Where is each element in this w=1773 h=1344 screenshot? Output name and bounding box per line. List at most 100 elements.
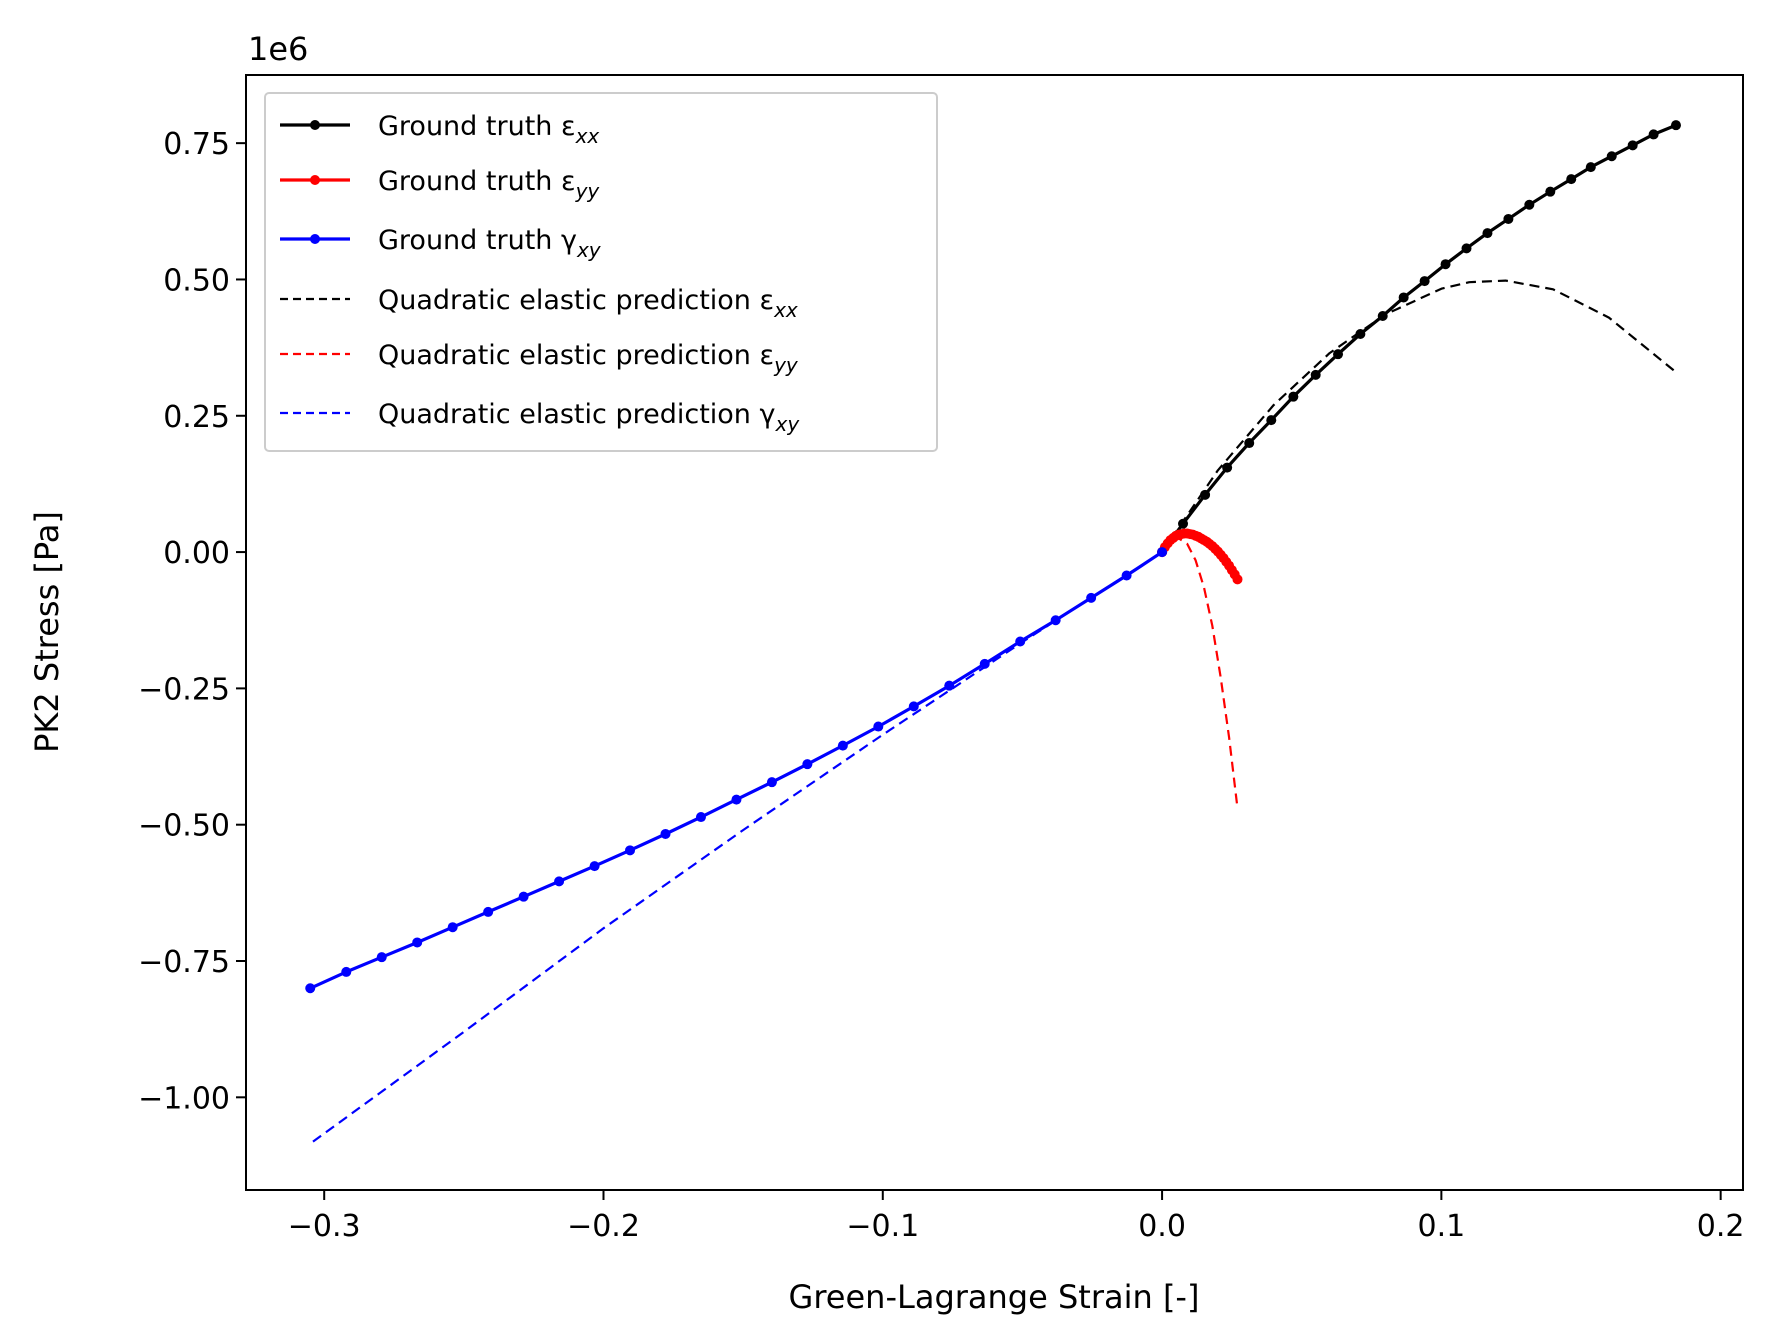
data-point: [1232, 574, 1243, 585]
legend-label-subscript: yy: [773, 353, 799, 377]
data-point: [1503, 213, 1514, 224]
data-point: [766, 777, 777, 788]
data-point: [1310, 369, 1321, 380]
legend-label-main: Ground truth γ: [378, 225, 577, 256]
data-point: [1355, 328, 1366, 339]
data-point: [979, 658, 990, 669]
data-point: [944, 680, 955, 691]
legend-marker: [310, 175, 320, 185]
legend-item: Ground truth γxy: [280, 225, 602, 262]
ticks-layer: −0.3 −0.2 −0.1 0.0 0.1 0.2 0.75 0.50 0.25 0.00 −0.…: [138, 127, 1744, 1244]
data-point: [695, 812, 706, 823]
y-tick-label: −1.00: [138, 1081, 230, 1116]
data-point: [1121, 570, 1132, 581]
data-point: [625, 845, 636, 856]
data-point: [341, 966, 352, 977]
legend-label-main: Ground truth ε: [378, 166, 576, 197]
y-tick-label: −0.25: [138, 672, 230, 707]
data-point: [1585, 162, 1596, 173]
series-line: [1161, 279, 1677, 553]
data-point: [1288, 391, 1299, 402]
x-tick-label: −0.2: [567, 1209, 640, 1244]
data-point: [447, 922, 458, 933]
data-point: [554, 876, 565, 887]
x-tick-label: −0.3: [288, 1209, 361, 1244]
data-point: [908, 701, 919, 712]
data-point: [1524, 199, 1535, 210]
data-point: [1398, 292, 1409, 303]
legend-label: Quadratic elastic prediction εxx: [378, 285, 798, 322]
legend-label-subscript: yy: [575, 179, 601, 203]
data-point: [412, 937, 423, 948]
plot-frame: [245, 74, 1744, 1191]
legend-item: Ground truth εyy: [280, 166, 600, 203]
y-tick-label: 0.50: [163, 263, 230, 298]
legend-label: Ground truth εyy: [378, 166, 600, 203]
legend-frame: [264, 92, 938, 452]
x-tick-label: 0.0: [1138, 1209, 1186, 1244]
x-tick-label: 0.2: [1697, 1209, 1745, 1244]
series-3: [1161, 279, 1677, 553]
data-point: [1157, 547, 1168, 558]
data-point: [1244, 438, 1255, 449]
data-point: [1200, 489, 1211, 500]
legend-label: Quadratic elastic prediction γxy: [378, 399, 800, 436]
data-point: [1606, 151, 1617, 162]
data-point: [873, 721, 884, 732]
y-tick-label: 0.25: [163, 400, 230, 435]
legend-label-main: Quadratic elastic prediction γ: [378, 399, 775, 430]
data-point: [1440, 259, 1451, 270]
x-tick-label: 0.1: [1418, 1209, 1466, 1244]
data-point: [1461, 243, 1472, 254]
legend-marker: [310, 234, 320, 244]
y-tick-label: 0.00: [163, 536, 230, 571]
y-axis-label: PK2 Stress [Pa]: [28, 511, 66, 753]
data-point: [1377, 310, 1388, 321]
legend-item: Quadratic elastic prediction γxy: [280, 399, 800, 436]
data-point: [1566, 174, 1577, 185]
data-point: [1222, 462, 1233, 473]
data-point: [1419, 276, 1430, 287]
legend-label-subscript: xy: [774, 412, 800, 436]
data-point: [1648, 129, 1659, 140]
legend-item: Ground truth εxx: [280, 111, 599, 148]
x-axis-label: Green-Lagrange Strain [-]: [789, 1278, 1200, 1316]
legend-label: Ground truth γxy: [378, 225, 602, 262]
series-1: [1157, 528, 1243, 585]
data-point: [1015, 636, 1026, 647]
data-point: [483, 906, 494, 917]
legend-marker: [310, 120, 320, 130]
legend-label-subscript: xx: [575, 124, 600, 148]
y-tick-label: 0.75: [163, 127, 230, 162]
data-point: [1482, 228, 1493, 239]
series-0: [1157, 120, 1681, 558]
y-tick-label: −0.50: [138, 809, 230, 844]
data-point: [1086, 592, 1097, 603]
x-tick-label: −0.1: [846, 1209, 919, 1244]
data-point: [376, 952, 387, 963]
data-point: [1670, 120, 1681, 131]
data-point: [1627, 140, 1638, 151]
data-point: [660, 828, 671, 839]
data-point: [305, 983, 316, 994]
data-point: [1266, 415, 1277, 426]
data-point: [1545, 186, 1556, 197]
legend-label-main: Ground truth ε: [378, 111, 576, 142]
series-2: [305, 547, 1168, 994]
series-layer: [305, 120, 1681, 1145]
data-point: [1333, 349, 1344, 360]
y-tick-label: −0.75: [138, 945, 230, 980]
legend-item: Quadratic elastic prediction εxx: [280, 285, 798, 322]
data-point: [837, 740, 848, 751]
legend-label-main: Quadratic elastic prediction ε: [378, 285, 774, 316]
legend-label: Quadratic elastic prediction εyy: [378, 340, 799, 377]
data-point: [802, 759, 813, 770]
legend-label-subscript: xx: [773, 298, 798, 322]
legend-label-main: Quadratic elastic prediction ε: [378, 340, 774, 371]
legend-item: Quadratic elastic prediction εyy: [280, 340, 799, 377]
data-point: [589, 861, 600, 872]
data-point: [518, 891, 529, 902]
legend-label-subscript: xy: [576, 238, 602, 262]
y-offset-text: 1e6: [248, 30, 308, 68]
